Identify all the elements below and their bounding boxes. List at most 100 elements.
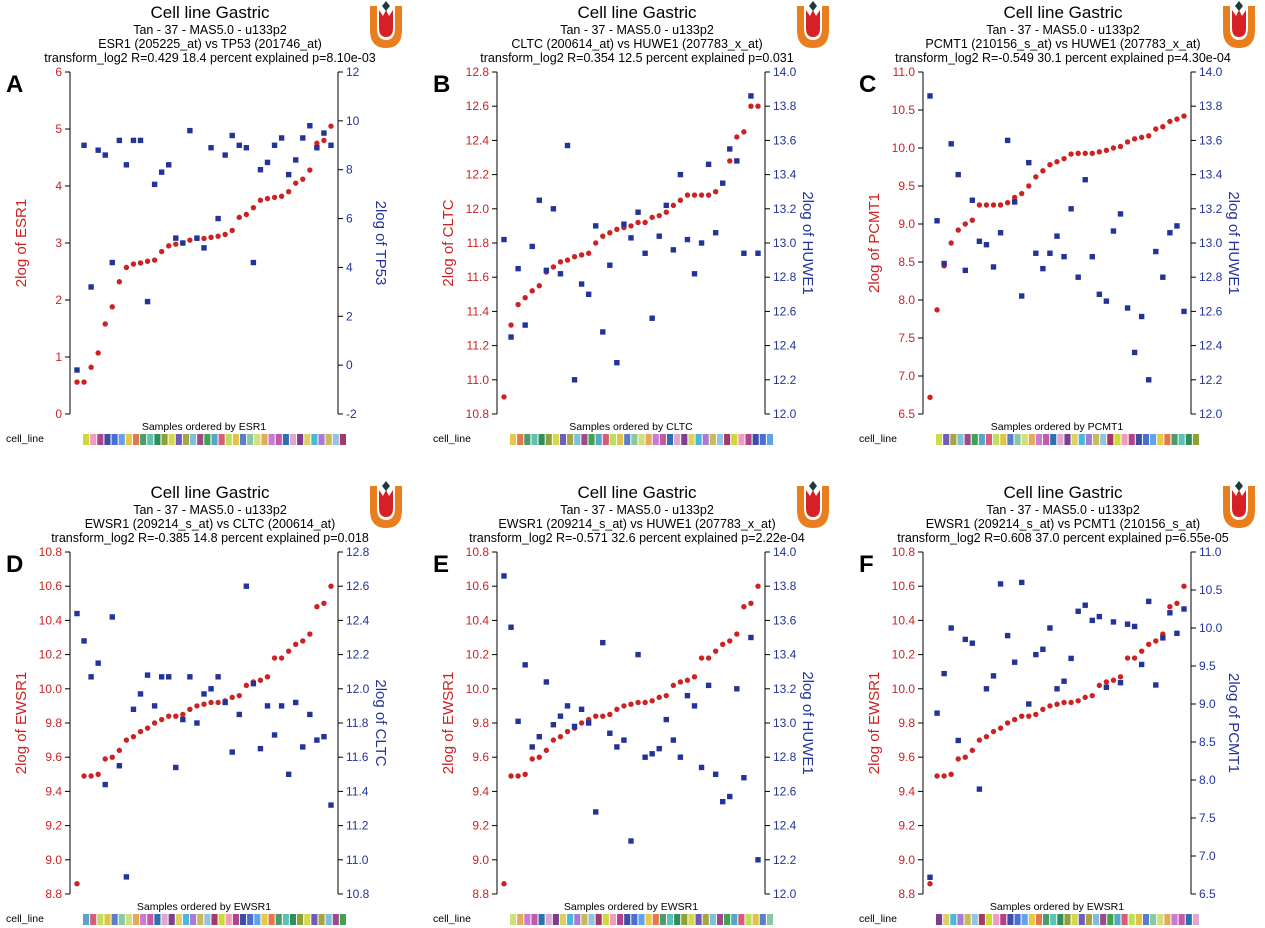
point-pcmt1 [1054,158,1060,165]
cell-line-swatch [1142,914,1150,925]
point-tp53 [222,152,228,158]
cell-line-swatch [297,434,304,445]
point-ewsr1 [1167,604,1173,610]
right-tick-label: 0 [346,358,353,372]
point-pcmt1 [1082,150,1088,157]
chart-title: Cell line Gastric [1003,3,1123,22]
cell-line-swatch [681,434,688,445]
cell-line-swatch [147,914,154,925]
cell-line-swatch [1192,434,1199,445]
point-ewsr1 [670,682,677,689]
left-tick-label: 9.2 [898,819,915,833]
point-ewsr1 [102,756,108,762]
point-tp53 [236,142,242,148]
chart-subtitle: Tan - 37 - MAS5.0 - u133p2 [133,503,287,517]
point-huwe1 [557,271,564,277]
cell-line-swatch [1114,914,1121,925]
point-ewsr1 [229,694,235,701]
right-tick-label: 9.5 [1199,659,1216,673]
right-axis-label: 2log of HUWE1 [799,671,816,774]
point-ewsr1 [976,737,983,743]
point-pcmt1 [1131,136,1138,142]
cell-line-swatch [1057,914,1064,925]
point-esr1 [187,237,193,243]
point-ewsr1 [529,756,535,762]
right-tick-label: 6 [346,212,353,226]
cell-line-swatch [645,914,652,925]
point-ewsr1 [1174,600,1180,606]
cell-line-swatch [567,914,574,925]
cell-line-swatch [1000,914,1007,925]
cell-line-swatch [766,434,773,445]
cell-line-swatch [168,434,175,445]
point-huwe1 [734,686,740,692]
point-ewsr1 [515,773,521,779]
point-huwe1 [955,171,961,178]
point-ewsr1 [300,638,306,644]
cell-line-label: cell_line [433,433,471,445]
point-ewsr1 [934,773,940,779]
cell-line-swatch [1085,914,1092,925]
right-tick-label: 9.0 [1199,697,1216,711]
left-tick-label: 8.5 [898,255,915,269]
point-tp53 [271,142,278,148]
point-huwe1 [515,718,521,724]
cell-line-swatch [282,914,289,925]
cell-line-swatch [517,914,524,925]
point-cltc [187,674,193,680]
point-ewsr1 [1117,674,1124,680]
chart-stats: transform_log2 R=-0.571 32.6 percent exp… [469,531,805,545]
left-axis-label: 2log of EWSR1 [440,672,457,775]
point-huwe1 [990,264,997,270]
right-tick-label: 8 [346,163,353,177]
point-ewsr1 [1068,699,1074,706]
point-huwe1 [642,754,648,760]
point-tp53 [278,135,285,141]
left-tick-label: 9.4 [472,784,489,798]
point-huwe1 [656,745,662,752]
chart-comparison: EWSR1 (209214_s_at) vs PCMT1 (210156_s_a… [926,517,1200,531]
cell-line-swatch [197,434,204,445]
cell-line-swatch [666,434,674,445]
point-pcmt1 [1011,659,1018,665]
point-cltc [748,103,754,109]
left-tick-label: 9.8 [898,716,915,730]
point-huwe1 [755,857,761,863]
logo-outer-shape [370,6,402,48]
point-huwe1 [1124,305,1131,311]
left-tick-label: 10.2 [892,648,916,662]
left-tick-label: 9.0 [898,853,915,867]
point-ewsr1 [543,747,550,754]
cell-line-swatch [140,914,147,925]
point-tp53 [158,169,165,175]
cell-line-swatch [175,914,182,925]
point-huwe1 [1174,223,1180,229]
logo-diamond-shape [809,1,817,11]
right-tick-label: 10.5 [1199,583,1223,597]
cell-line-swatch [510,914,517,925]
chart-subtitle: Tan - 37 - MAS5.0 - u133p2 [133,23,287,37]
right-tick-label: 10.8 [346,887,370,901]
right-tick-label: 8.0 [1199,773,1216,787]
left-tick-label: 9.6 [45,750,62,764]
right-axis-label: 2log of CLTC [372,679,389,766]
cell-line-swatch [631,914,638,925]
cell-line-swatch [545,914,552,925]
point-ewsr1 [116,747,123,754]
point-huwe1 [571,377,578,383]
cell-line-swatch [524,914,531,925]
cell-line-swatch [1071,434,1078,445]
cell-line-swatch [702,914,709,925]
point-cltc [600,233,606,239]
left-tick-label: 11.4 [467,304,490,318]
point-huwe1 [1096,291,1103,297]
cell-line-swatch [936,914,943,925]
point-cltc [529,288,535,294]
right-tick-label: 13.8 [773,579,797,593]
chart-comparison: EWSR1 (209214_s_at) vs CLTC (200614_at) [85,517,336,531]
x-axis-label: Samples ordered by EWSR1 [137,901,271,913]
point-huwe1 [698,764,705,771]
tulip-logo-icon [1223,481,1255,528]
point-pcmt1 [1054,686,1060,692]
right-tick-label: 12.4 [773,819,797,833]
